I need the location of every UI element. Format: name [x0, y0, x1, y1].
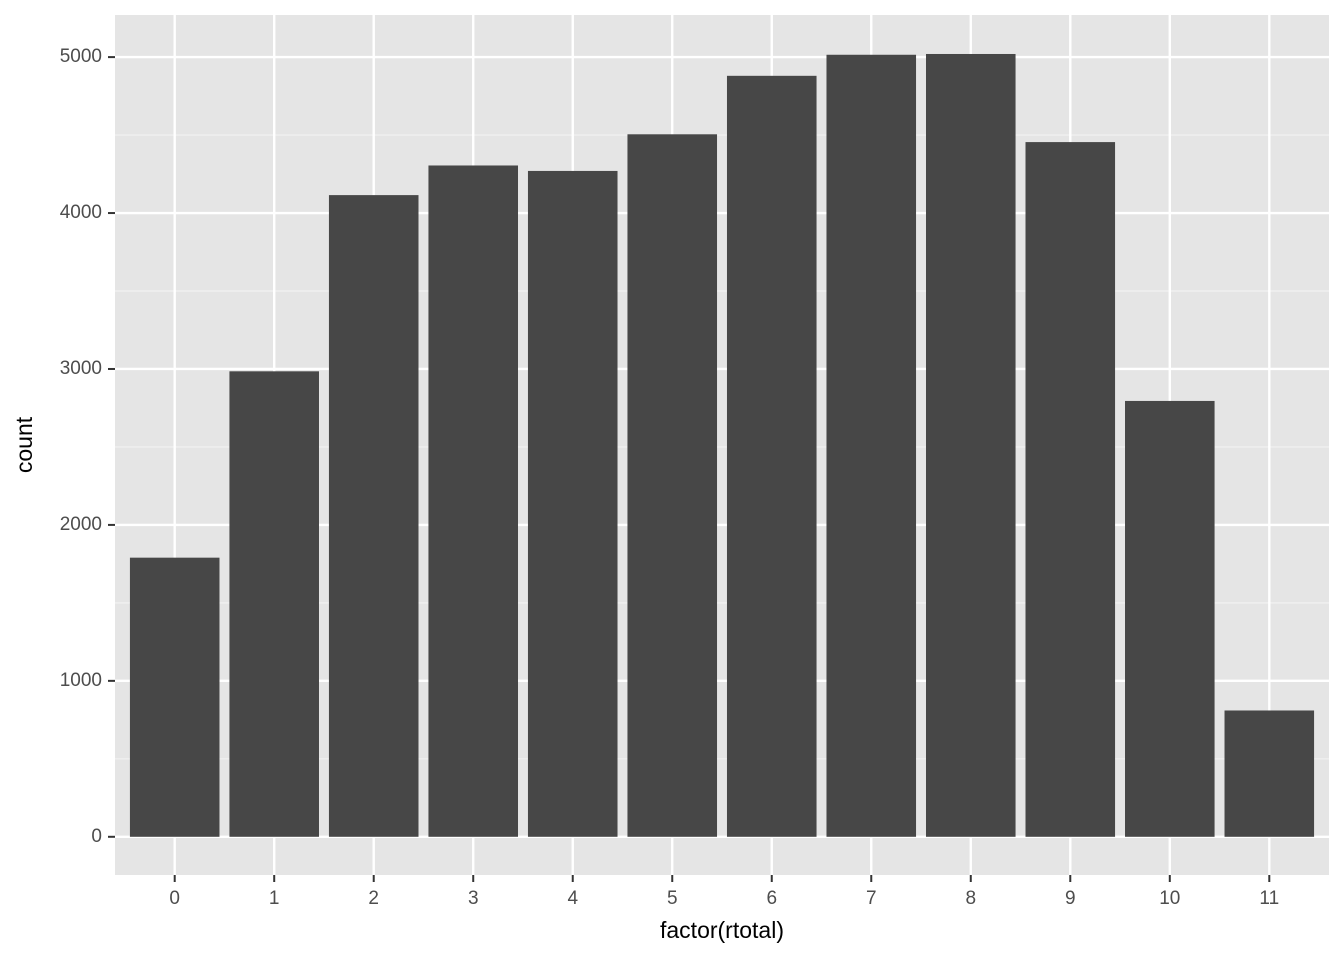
y-tick-label: 2000 [60, 514, 102, 535]
x-tick-label: 8 [965, 888, 976, 909]
bar [229, 371, 319, 837]
y-tick-label: 4000 [60, 202, 102, 223]
bar [627, 134, 718, 837]
bar [328, 195, 419, 837]
y-tick-label: 0 [91, 826, 102, 847]
x-tick-label: 7 [866, 888, 877, 909]
y-axis-title: count [11, 416, 37, 473]
bar [1224, 710, 1315, 837]
x-tick-label: 5 [667, 888, 678, 909]
bar [726, 75, 817, 837]
x-tick-label: 0 [169, 888, 180, 909]
x-tick-label: 9 [1065, 888, 1076, 909]
y-tick-label: 5000 [60, 46, 102, 67]
bar [527, 170, 618, 837]
bar [1025, 142, 1116, 837]
bar [129, 557, 220, 837]
x-tick-label: 11 [1259, 888, 1279, 909]
bar [826, 54, 917, 837]
x-tick-label: 3 [468, 888, 479, 909]
x-axis-title: factor(rtotal) [660, 917, 784, 943]
x-tick-label: 2 [368, 888, 379, 909]
bar [1125, 400, 1215, 837]
y-tick-label: 3000 [60, 358, 102, 379]
bar [925, 53, 1016, 837]
x-tick-label: 10 [1159, 888, 1180, 909]
x-tick-label: 4 [567, 888, 578, 909]
x-tick-label: 6 [766, 888, 777, 909]
y-tick-label: 1000 [60, 670, 102, 691]
bar [428, 165, 519, 837]
x-tick-label: 1 [269, 888, 280, 909]
